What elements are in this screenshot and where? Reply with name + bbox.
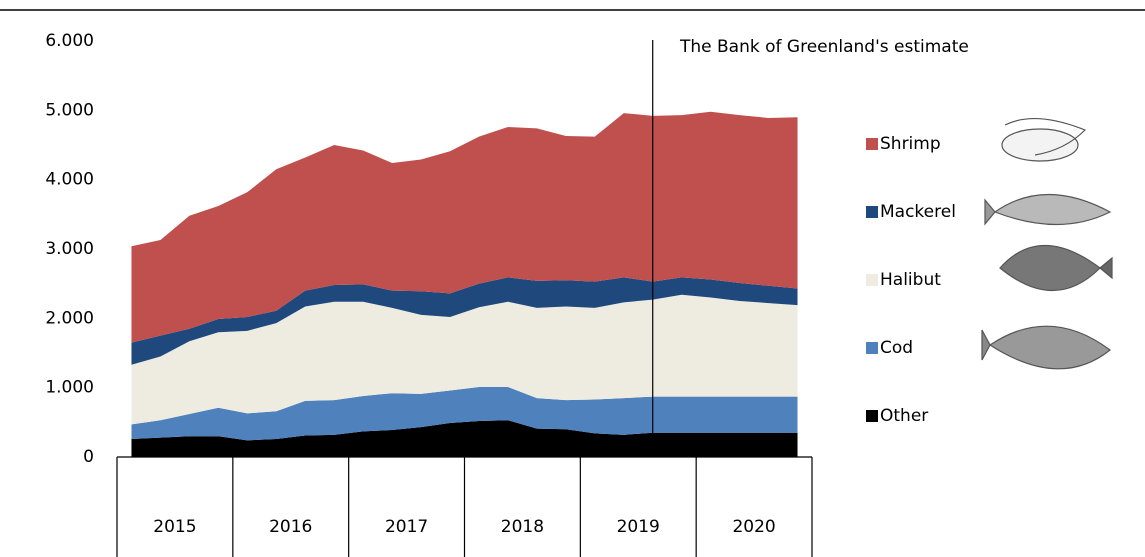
legend-label: Halibut — [880, 270, 941, 290]
legend-label: Other — [880, 406, 928, 426]
legend-swatch — [866, 342, 878, 354]
x-group-label: 2020 — [732, 517, 775, 537]
legend-swatch — [866, 138, 878, 150]
x-group-label: 2018 — [501, 517, 544, 537]
y-tick-label: 4.000 — [45, 170, 94, 190]
area — [131, 386, 798, 441]
area — [131, 294, 798, 425]
legend-swatch — [866, 206, 878, 218]
y-tick-label: 1.000 — [45, 378, 94, 398]
legend-swatch — [866, 274, 878, 286]
legend-label: Shrimp — [880, 134, 941, 154]
y-tick-label: 2.000 — [45, 308, 94, 328]
y-tick-label: 6.000 — [45, 31, 94, 51]
y-tick-label: 5.000 — [45, 100, 94, 120]
x-group-label: 2017 — [385, 517, 428, 537]
y-tick-label: 3.000 — [45, 239, 94, 259]
legend-label: Mackerel — [880, 202, 956, 222]
x-group-label: 2016 — [269, 517, 312, 537]
illustrations — [981, 118, 1113, 370]
legend-swatch — [866, 410, 878, 422]
legend-label: Cod — [880, 338, 913, 358]
area — [131, 277, 798, 365]
x-group-label: 2015 — [153, 517, 196, 537]
annotation: The Bank of Greenland's estimate — [679, 37, 969, 57]
area — [131, 420, 798, 457]
y-tick-label: 0 — [83, 447, 94, 467]
x-group-label: 2019 — [617, 517, 660, 537]
area — [131, 111, 798, 343]
